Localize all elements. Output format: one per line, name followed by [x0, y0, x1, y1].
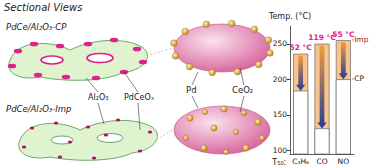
- svg-text:55 °C: 55 °C: [332, 30, 355, 39]
- svg-text:Pd: Pd: [186, 85, 197, 95]
- svg-text:PdCe/Al₂O₃-Imp: PdCe/Al₂O₃-Imp: [6, 104, 71, 114]
- svg-text:PdCeOₓ: PdCeOₓ: [124, 93, 155, 102]
- svg-text:Temp. (°C): Temp. (°C): [268, 12, 311, 21]
- svg-text:Sectional Views: Sectional Views: [4, 2, 82, 13]
- svg-text:-CP: -CP: [351, 74, 364, 83]
- svg-text:200: 200: [273, 75, 288, 84]
- svg-text:119 °C: 119 °C: [308, 33, 336, 43]
- svg-text:-Imp: -Imp: [351, 34, 369, 44]
- svg-text:C₃H₆: C₃H₆: [292, 157, 309, 166]
- svg-text:PdCe/Al₂O₃-CP: PdCe/Al₂O₃-CP: [6, 22, 67, 32]
- svg-text:CeO₂: CeO₂: [232, 85, 253, 95]
- svg-text:150: 150: [273, 110, 288, 119]
- svg-text:250: 250: [273, 39, 288, 48]
- svg-text:Al₂O₃: Al₂O₃: [88, 93, 108, 102]
- svg-text:NO: NO: [338, 157, 350, 166]
- svg-text:CO: CO: [316, 157, 327, 166]
- svg-text:52 °C: 52 °C: [290, 43, 313, 52]
- svg-text:T₅₀:: T₅₀:: [271, 158, 286, 167]
- svg-text:100: 100: [273, 146, 288, 155]
